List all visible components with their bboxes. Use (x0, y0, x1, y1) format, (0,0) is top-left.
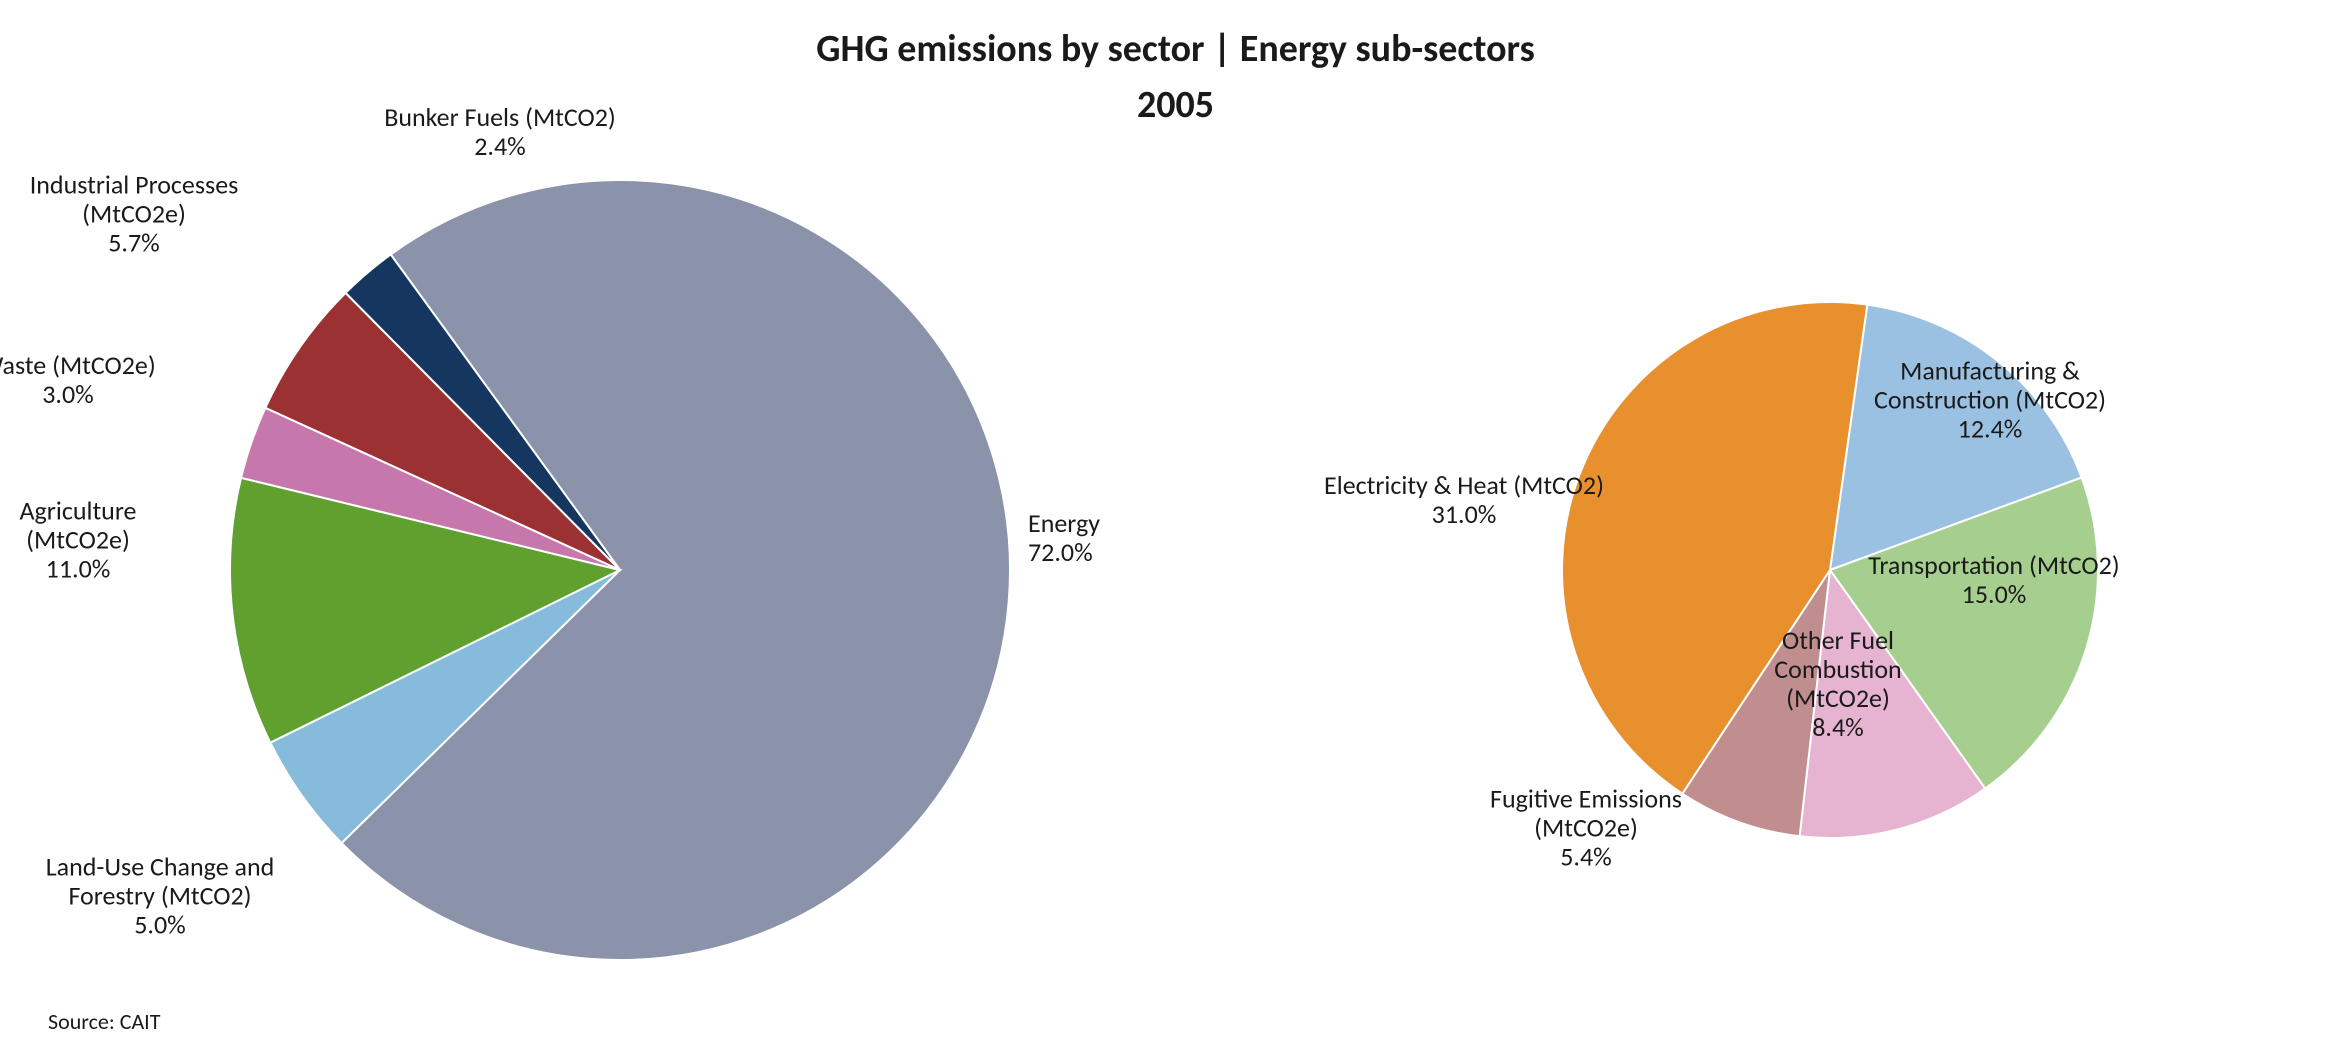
pie-slice-label: Transportation (MtCO2) 15.0% (1868, 551, 2119, 609)
pie-slice-label: Land-Use Change and Forestry (MtCO2) 5.0… (46, 852, 275, 939)
pie-slice-label: Bunker Fuels (MtCO2) 2.4% (384, 103, 616, 161)
pie-slice-label: Waste (MtCO2e) 3.0% (0, 351, 156, 409)
pie-slice-label: Manufacturing & Construction (MtCO2) 12.… (1874, 356, 2106, 443)
ghg-sector-pie (210, 160, 1030, 980)
pie-slice-label: Electricity & Heat (MtCO2) 31.0% (1324, 471, 1604, 529)
source-footer: Source: CAIT (48, 1008, 160, 1035)
chart-title-line2: 2005 (0, 82, 2351, 128)
pie-slice-label: Fugitive Emissions (MtCO2e) 5.4% (1490, 784, 1682, 871)
pie-slice-label: Industrial Processes (MtCO2e) 5.7% (30, 170, 239, 257)
stage: GHG emissions by sector | Energy sub-sec… (0, 0, 2351, 1059)
chart-title-line1: GHG emissions by sector | Energy sub-sec… (0, 26, 2351, 72)
pie-slice-label: Energy 72.0% (1028, 509, 1100, 567)
pie-slice-label: Agriculture (MtCO2e) 11.0% (20, 496, 137, 583)
pie-slice-label: Other Fuel Combustion (MtCO2e) 8.4% (1774, 626, 1901, 742)
